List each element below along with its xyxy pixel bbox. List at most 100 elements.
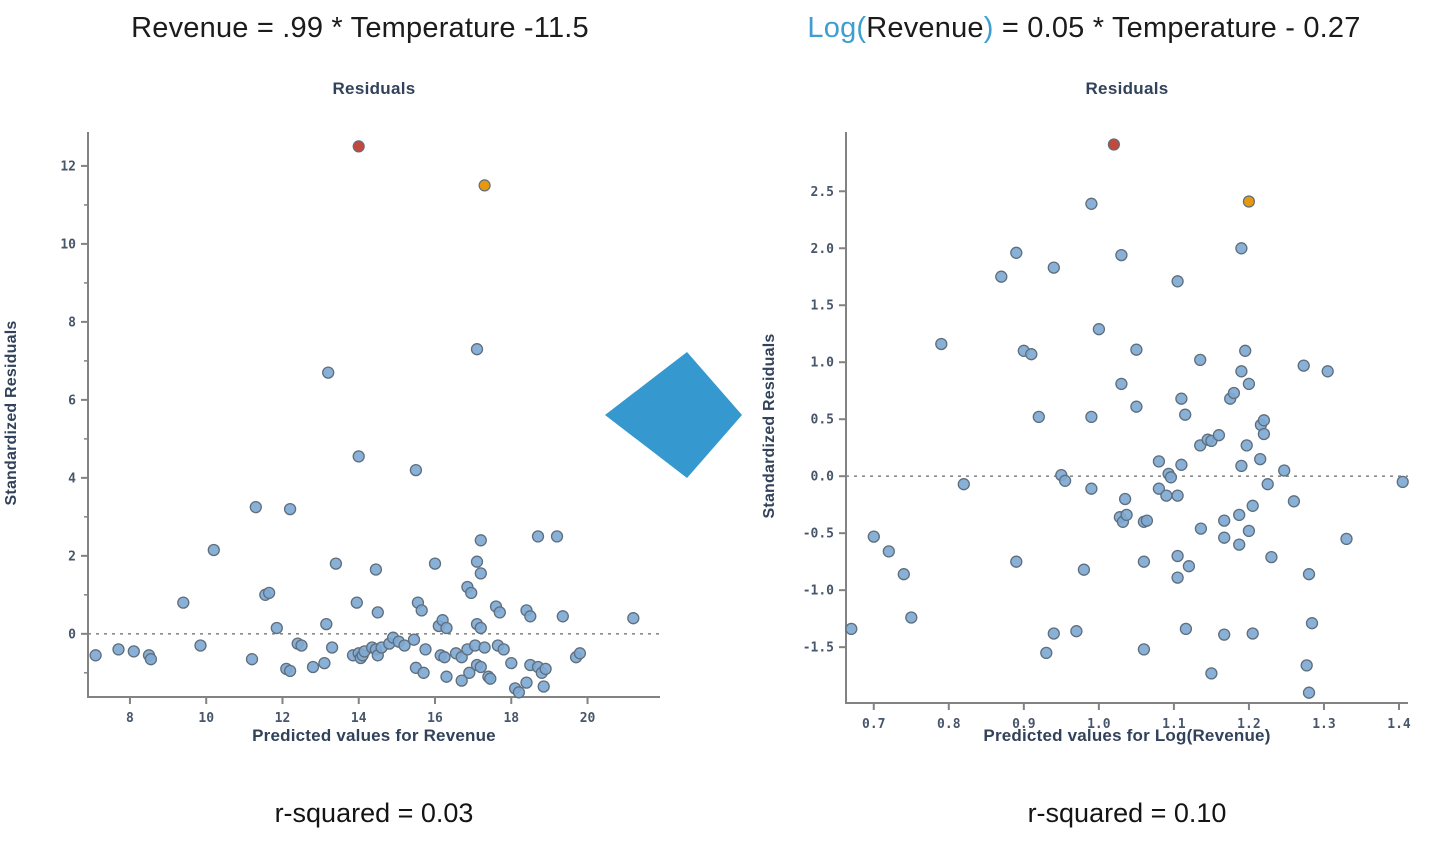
scatter-point — [845, 622, 858, 636]
scatter-point — [415, 604, 428, 617]
scatter-point — [1047, 261, 1060, 274]
scatter-point — [897, 568, 910, 581]
scatter-point — [1120, 508, 1133, 522]
left-equation-text: Revenue = .99 * Temperature -11.5 — [131, 12, 589, 44]
scatter-point — [1218, 628, 1231, 641]
scatter-point — [627, 612, 640, 625]
scatter-point — [352, 450, 365, 463]
scatter-point — [322, 366, 335, 379]
scatter-point — [1235, 365, 1248, 378]
scatter-point — [1242, 377, 1256, 391]
scatter-point — [1261, 478, 1274, 491]
scatter-point — [350, 596, 363, 609]
scatter-point — [1179, 622, 1193, 636]
scatter-point — [1227, 386, 1241, 400]
y-tick-label: 2.5 — [811, 185, 834, 200]
x-tick-label: 0.9 — [1012, 717, 1035, 732]
scatter-point — [512, 686, 526, 699]
y-tick-label: -1.0 — [803, 584, 834, 599]
scatter-point — [493, 606, 506, 619]
scatter-point — [1240, 439, 1253, 452]
scatter-point — [1205, 667, 1218, 680]
scatter-point — [1182, 560, 1196, 573]
y-tick-label: 1.0 — [811, 356, 835, 371]
y-tick-label: -0.5 — [803, 527, 834, 542]
scatter-point — [1179, 408, 1192, 421]
scatter-point — [325, 641, 339, 654]
revenue-text: Revenue — [866, 12, 984, 44]
scatter-point — [306, 660, 320, 674]
scatter-point — [1092, 323, 1106, 336]
scatter-point — [470, 555, 484, 568]
right-residuals-scatter-plot: -1.5 -1.0 -0.5 0.0 0.5 1.0 1.5 2.0 2.5 0.7 0.8 0.9 1… — [803, 132, 1411, 732]
right-plot-title: Residuals — [1085, 79, 1169, 98]
scatter-point — [89, 649, 102, 662]
scatter-point — [1025, 348, 1038, 361]
scatter-point — [1246, 499, 1259, 512]
scatter-point — [1212, 429, 1226, 442]
log-open-text: Log( — [807, 12, 867, 44]
scatter-point — [320, 617, 333, 631]
scatter-point — [1032, 410, 1045, 424]
red-outlier-point — [1107, 138, 1120, 151]
scatter-point — [262, 586, 276, 600]
scatter-point — [1152, 455, 1166, 468]
scatter-point — [1300, 659, 1313, 672]
scatter-point — [1265, 550, 1278, 564]
scatter-point — [1171, 549, 1184, 563]
scatter-point — [1257, 427, 1271, 441]
scatter-point — [1194, 522, 1208, 535]
left-residuals-scatter-plot: 0 2 4 6 8 10 12 8 10 12 14 16 18 20 — [60, 132, 660, 726]
scatter-point — [1218, 531, 1231, 544]
y-tick-label: 8 — [68, 315, 76, 330]
scatter-point — [1160, 489, 1173, 502]
red-outlier-point — [352, 140, 365, 153]
y-tick-label: 4 — [68, 471, 76, 486]
scatter-point — [398, 639, 411, 652]
scatter-point — [144, 653, 158, 666]
scatter-point — [1115, 377, 1128, 391]
y-tick-label: 0.0 — [811, 470, 835, 485]
scatter-point — [905, 611, 918, 624]
scatter-point — [935, 337, 948, 351]
scatter-point — [1140, 514, 1154, 527]
scatter-point — [1130, 400, 1143, 413]
scatter-point — [1085, 197, 1098, 210]
scatter-point — [1278, 464, 1291, 477]
scatter-point — [1194, 353, 1207, 367]
scatter-point — [1137, 643, 1151, 656]
scatter-point — [112, 643, 125, 656]
scatter-point — [1070, 625, 1083, 638]
scatter-point — [1077, 563, 1091, 576]
x-tick-label: 16 — [427, 711, 443, 726]
left-x-axis-label: Predicted values for Revenue — [252, 726, 496, 745]
scatter-point — [539, 662, 552, 676]
scatter-point — [177, 596, 190, 609]
scatter-point — [1257, 414, 1271, 427]
scatter-point — [318, 656, 331, 670]
scatter-point — [484, 672, 497, 685]
scatter-point — [478, 641, 491, 654]
scatter-point — [474, 567, 487, 580]
scatter-point — [283, 502, 297, 516]
x-tick-label: 1.1 — [1162, 717, 1186, 732]
y-tick-label: 6 — [68, 393, 76, 408]
scatter-point — [957, 478, 970, 491]
scatter-point — [1305, 617, 1319, 630]
scatter-point — [455, 674, 468, 687]
scatter-point — [270, 621, 283, 635]
scatter-point — [407, 633, 421, 646]
scatter-point — [419, 643, 432, 656]
scatter-point — [1242, 524, 1256, 538]
scatter-point — [329, 557, 343, 570]
orange-outlier-point — [1242, 195, 1256, 208]
scatter-point — [194, 639, 207, 652]
x-tick-label: 1.2 — [1237, 717, 1260, 732]
x-tick-label: 0.7 — [862, 717, 885, 732]
scatter-point — [1340, 532, 1353, 546]
scatter-point — [463, 666, 476, 679]
scatter-point — [438, 651, 451, 664]
scatter-point — [1233, 538, 1246, 551]
scatter-point — [537, 680, 550, 693]
